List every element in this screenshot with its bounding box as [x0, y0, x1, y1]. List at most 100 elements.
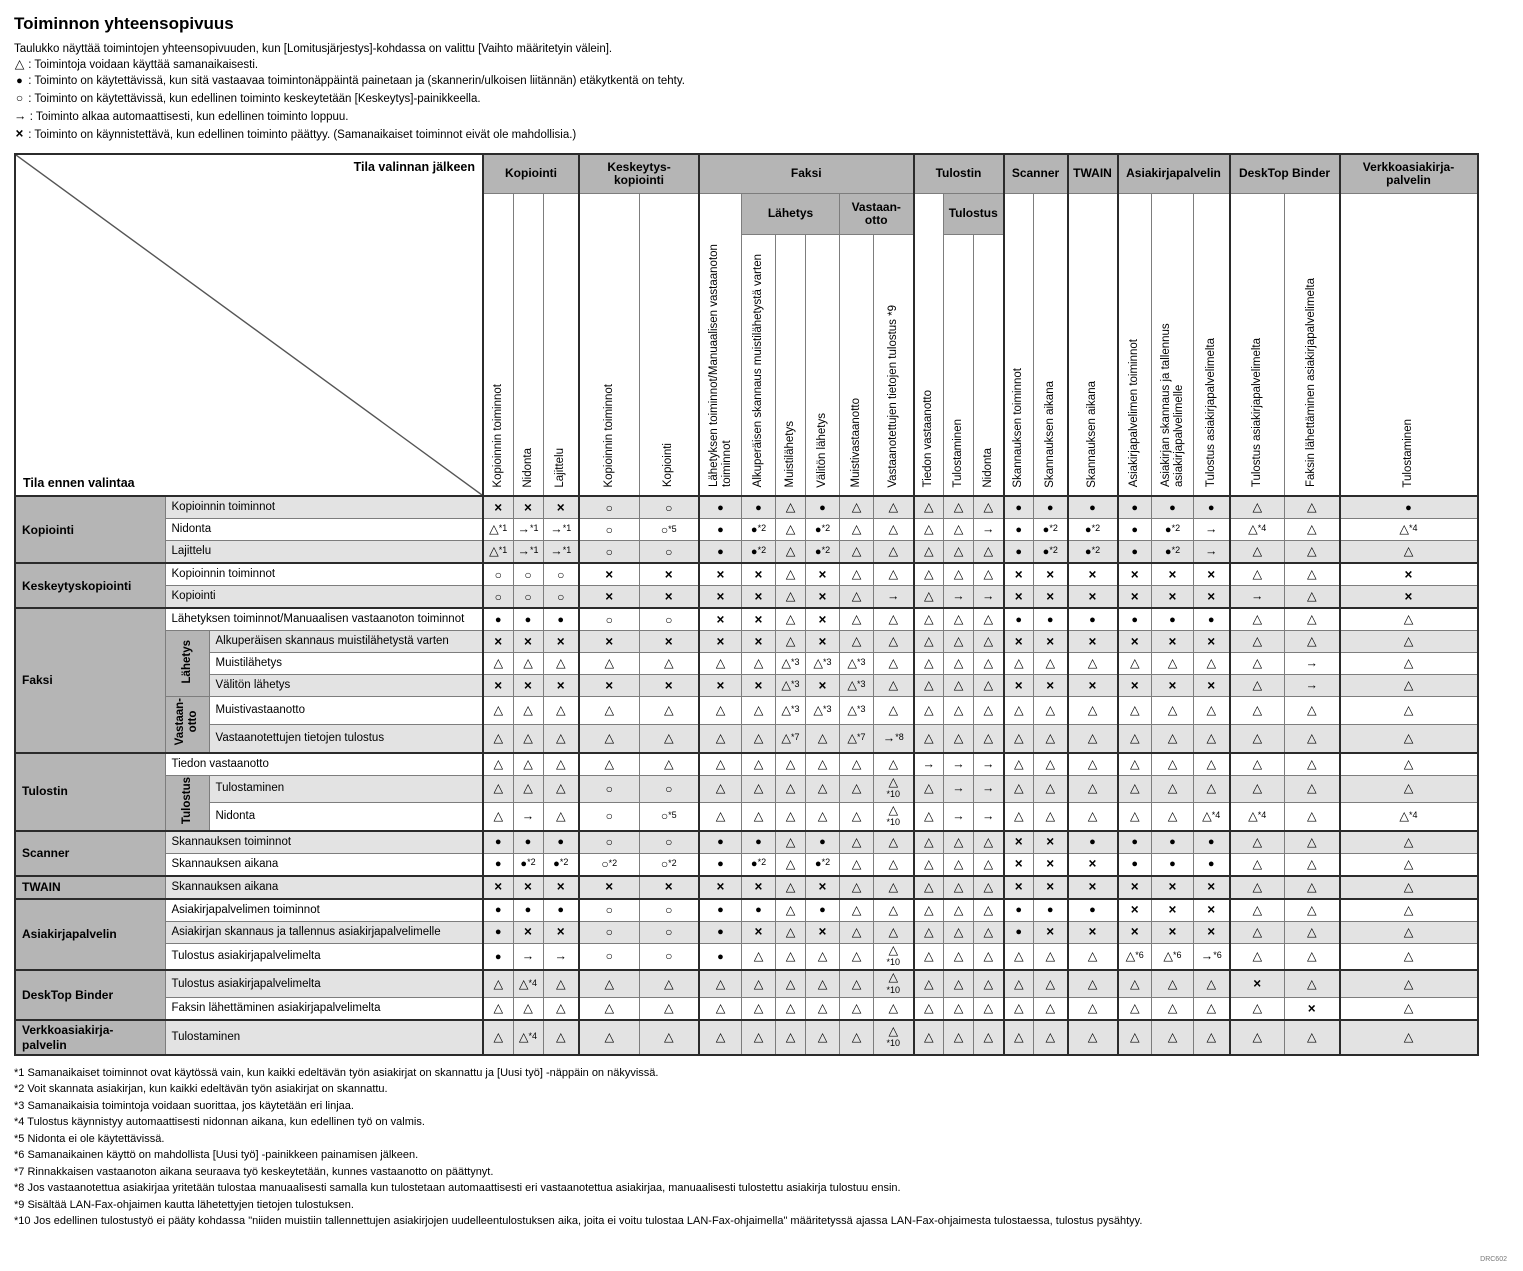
black-circle-symbol: ●: [1164, 546, 1172, 559]
col-subgroup-header: Lähetys: [741, 193, 840, 236]
matrix-cell: △*4: [1228, 518, 1285, 542]
cross-symbol: ×: [1046, 856, 1055, 872]
cross-symbol: ×: [716, 633, 725, 649]
footnote-ref: *10: [886, 1037, 900, 1048]
matrix-cell: ×: [805, 920, 840, 944]
cross-symbol: ×: [1404, 566, 1413, 582]
triangle-symbol: △: [1306, 948, 1317, 963]
matrix-cell: △: [1284, 751, 1340, 776]
triangle-symbol: △: [753, 781, 764, 796]
triangle-symbol: △: [847, 656, 858, 671]
matrix-cell: ○: [578, 802, 640, 832]
legend-text: Toiminto on käytettävissä, kun edellinen…: [34, 92, 481, 105]
triangle-symbol: △: [851, 781, 862, 796]
figure-code: DRC602: [1480, 1255, 1507, 1263]
matrix-cell: △: [839, 897, 874, 922]
triangle-symbol: △: [1403, 656, 1414, 671]
white-circle-symbol: ○: [605, 949, 613, 964]
triangle-symbol: △: [923, 1029, 934, 1044]
matrix-cell: △*6: [1151, 942, 1194, 971]
triangle-symbol: △: [523, 756, 533, 771]
matrix-cell: ●: [1193, 495, 1230, 520]
matrix-cell: △: [1116, 696, 1152, 725]
triangle-symbol: △: [1167, 656, 1178, 671]
triangle-symbol: △: [14, 57, 25, 71]
matrix-cell: △: [912, 495, 944, 520]
footnote-ref: *4: [1257, 809, 1267, 820]
legend-item: → : Toiminto alkaa automaattisesti, kun …: [14, 108, 1507, 126]
triangle-symbol: △: [604, 656, 615, 671]
matrix-cell: △: [1116, 969, 1152, 999]
cross-symbol: ×: [1130, 924, 1139, 940]
triangle-symbol: △: [953, 522, 964, 537]
black-circle-symbol: ●: [520, 858, 528, 871]
triangle-symbol: △: [983, 612, 994, 627]
matrix-cell: ○: [578, 829, 640, 854]
matrix-cell: △: [943, 652, 974, 676]
matrix-cell: △: [1193, 696, 1230, 725]
row-label: Muistivastaanotto: [208, 696, 484, 725]
matrix-cell: △: [512, 696, 544, 725]
legend-text: Toiminto alkaa automaattisesti, kun edel…: [35, 110, 349, 123]
matrix-cell: ×: [482, 630, 514, 654]
col-subgroup-header: Tulostus: [943, 193, 1004, 236]
matrix-cell: △: [912, 630, 944, 654]
matrix-cell: ○*5: [638, 802, 700, 832]
black-circle-symbol: ●: [819, 502, 826, 515]
cross-symbol: ×: [664, 879, 673, 895]
matrix-cell: △: [542, 751, 580, 776]
black-circle-symbol: ●: [755, 904, 762, 917]
arrow-symbol: →: [922, 756, 936, 771]
table-header: Tila valinnan jälkeen Tila ennen valintaa…: [14, 153, 1478, 497]
table-row: Kopiointi Kopioinnin toiminnot × × × ○ ○ ● ● △ ● △ △…: [14, 495, 1478, 564]
table-row: Välitön lähetys × × × × × × × △*3 × △*3 △ △ △ △ × × × × × × △…: [15, 674, 1478, 698]
matrix-cell: ●: [542, 607, 580, 632]
footnote-ref: *5: [668, 523, 677, 534]
triangle-symbol: △: [1202, 808, 1212, 823]
table-row: Lähetys Alkuperäisen skannaus muistilähet…: [15, 630, 1478, 698]
matrix-cell: →*6: [1193, 942, 1230, 971]
footnote-ref: *2: [821, 545, 831, 556]
black-circle-symbol: ●: [1046, 904, 1054, 917]
matrix-cell: ●: [482, 607, 514, 632]
triangle-symbol: △: [983, 500, 994, 515]
matrix-cell: ●*2: [1151, 540, 1194, 564]
triangle-symbol: △: [663, 1001, 674, 1016]
matrix-cell: △: [912, 920, 944, 944]
triangle-symbol: △: [518, 976, 529, 991]
triangle-symbol: △: [1306, 522, 1317, 537]
matrix-cell: ●: [1116, 829, 1152, 854]
cross-symbol: ×: [1404, 588, 1413, 604]
triangle-symbol: △: [923, 634, 934, 649]
matrix-cell: △: [512, 997, 544, 1021]
triangle-symbol: △: [1399, 522, 1410, 537]
row-group-header: Scanner: [14, 829, 166, 877]
matrix-cell: ●: [1151, 607, 1194, 632]
matrix-cell: △: [873, 518, 914, 542]
triangle-symbol: △: [781, 678, 792, 693]
triangle-symbol: △: [1252, 856, 1263, 871]
matrix-cell: △: [973, 852, 1004, 877]
matrix-cell: △: [1284, 774, 1340, 804]
triangle-symbol: △: [851, 544, 862, 559]
matrix-cell: ●: [1066, 607, 1118, 632]
matrix-cell: △: [943, 852, 974, 877]
triangle-symbol: △: [1403, 730, 1414, 745]
triangle-symbol: △: [817, 1001, 828, 1016]
triangle-symbol: △: [983, 924, 994, 939]
triangle-symbol: △: [888, 522, 899, 537]
matrix-cell: △: [839, 874, 874, 900]
col-group-header: Asiakirjapalvelin: [1116, 153, 1230, 195]
cross-symbol: ×: [1130, 588, 1139, 604]
matrix-cell: △: [839, 802, 874, 832]
matrix-cell: ○: [638, 607, 700, 632]
matrix-cell: △: [1228, 751, 1285, 776]
black-circle-symbol: ●: [1169, 502, 1176, 515]
col-group-header: Tulostin: [912, 153, 1004, 195]
matrix-cell: △*3: [839, 652, 874, 676]
triangle-symbol: △: [785, 948, 796, 963]
triangle-symbol: △: [851, 634, 862, 649]
matrix-cell: ×: [698, 874, 742, 900]
white-circle-symbol: ○: [665, 612, 673, 627]
matrix-cell: △: [1228, 874, 1285, 900]
